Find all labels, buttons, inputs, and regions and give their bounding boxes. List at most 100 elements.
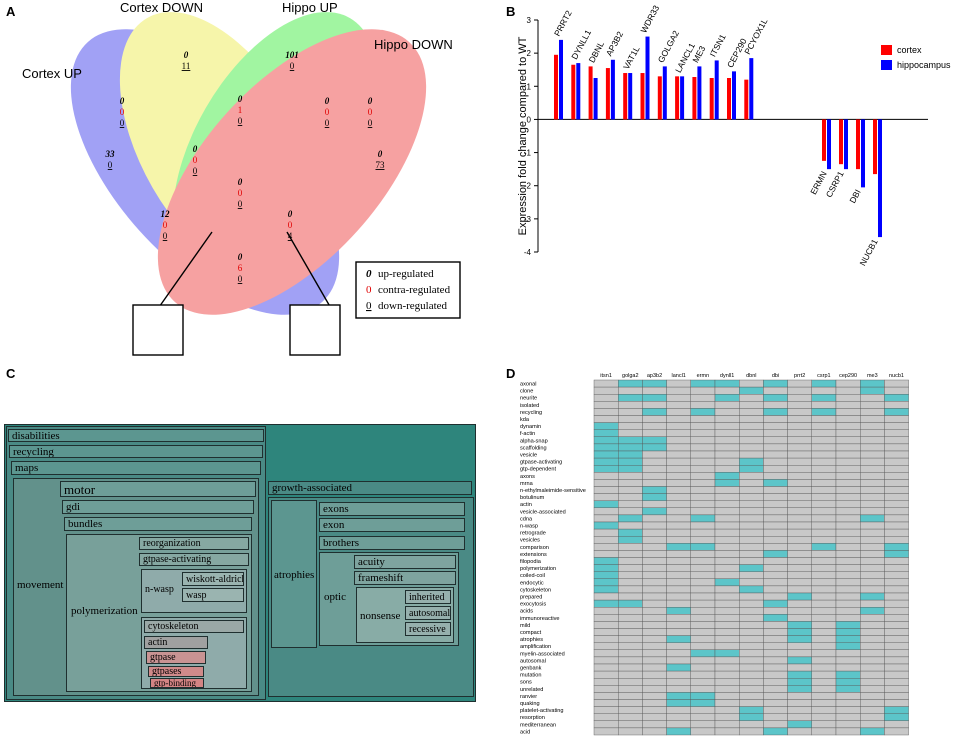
y-tick-label: -4 — [524, 248, 532, 257]
heatmap-cell — [787, 386, 813, 395]
heatmap-cell — [763, 557, 788, 565]
heatmap-cell — [860, 500, 885, 508]
heatmap-cell — [787, 727, 813, 736]
heatmap-cell — [617, 564, 643, 572]
heatmap-cell — [714, 599, 740, 608]
heatmap-cell — [763, 599, 788, 608]
tm-gtpase: gtpase — [146, 651, 206, 664]
heatmap-cell — [690, 692, 716, 700]
heatmap-cell — [811, 535, 837, 544]
heatmap-cell — [666, 535, 692, 544]
venn-cup-cdown-down: 0 — [193, 166, 198, 176]
treemap: disabilities recycling maps movement mot… — [4, 424, 476, 702]
heatmap-cell — [738, 571, 764, 579]
heatmap-cell — [763, 543, 788, 551]
heatmap-cell — [714, 514, 740, 523]
heatmap-cell — [860, 685, 885, 693]
heatmap-cell — [763, 635, 788, 643]
heatmap-cell — [738, 699, 764, 707]
heatmap-cell — [738, 500, 764, 508]
bar-hippocampus-ap3b2 — [610, 59, 615, 120]
heatmap-cell — [738, 479, 764, 487]
heatmap-cell — [642, 500, 667, 508]
heatmap-cell — [690, 550, 716, 558]
heatmap-cell — [738, 408, 764, 416]
heatmap-cell — [884, 599, 909, 608]
heatmap-cell — [835, 614, 861, 622]
heatmap-cell — [617, 720, 643, 729]
heatmap-cell — [714, 386, 740, 395]
heatmap-cell — [763, 571, 788, 579]
heatmap-cell — [811, 578, 837, 587]
heatmap-cell — [860, 429, 885, 438]
heatmap-cell — [884, 635, 909, 643]
heatmap-row-label: myelin-associated — [520, 651, 565, 657]
heatmap-cell — [666, 642, 692, 651]
heatmap-cell — [763, 422, 788, 430]
heatmap-cell — [835, 606, 861, 615]
heatmap-cell — [617, 621, 643, 629]
heatmap-cell — [714, 479, 740, 487]
heatmap-cell — [787, 401, 813, 409]
heatmap-cell — [593, 543, 619, 551]
heatmap-row-label: axons — [520, 474, 535, 480]
heatmap-cell — [763, 535, 788, 544]
heatmap-cell — [617, 642, 643, 651]
heatmap-cell — [884, 692, 909, 700]
heatmap-cell — [642, 450, 667, 459]
heatmap-cell — [666, 635, 692, 643]
heatmap-cell — [811, 663, 837, 672]
heatmap-cell — [690, 535, 716, 544]
heatmap-cell — [690, 493, 716, 501]
heatmap-cell — [811, 585, 837, 594]
heatmap-cell — [593, 713, 619, 722]
heatmap-row-label: gtp-dependent — [520, 467, 557, 473]
heatmap-cell — [666, 606, 692, 615]
heatmap-cell — [690, 521, 716, 530]
heatmap-cell — [690, 401, 716, 409]
heatmap-cell — [617, 663, 643, 672]
heatmap-cell — [787, 500, 813, 508]
heatmap-cell — [593, 486, 619, 494]
heatmap-cell — [738, 486, 764, 494]
heatmap-cell — [617, 706, 643, 714]
heatmap-cell — [738, 514, 764, 523]
heatmap-cell — [811, 628, 837, 636]
heatmap-cell — [860, 571, 885, 579]
heatmap-cell — [738, 528, 764, 537]
heatmap-row-label: isolated — [520, 403, 539, 409]
venn-hup-hdown-down: 0 — [368, 118, 373, 128]
heatmap-cell — [787, 571, 813, 579]
heatmap-cell — [860, 670, 885, 679]
heatmap-cell — [763, 706, 788, 714]
heatmap-cell — [884, 528, 909, 537]
heatmap-cell — [666, 394, 692, 402]
heatmap-cell — [617, 699, 643, 707]
tm-gtpase-activating: gtpase-activating — [139, 553, 249, 566]
heatmap-cell — [763, 678, 788, 686]
heatmap-row-label: recycling — [520, 410, 542, 416]
heatmap-cell — [666, 500, 692, 508]
heatmap-cell — [642, 479, 667, 487]
heatmap-cell — [860, 408, 885, 416]
heatmap-cell — [690, 727, 716, 736]
heatmap-cell — [811, 550, 837, 558]
heatmap-col-golga2: golga2 — [622, 373, 639, 379]
heatmap-cell — [811, 635, 837, 643]
heatmap-cell — [690, 635, 716, 643]
heatmap-cell — [617, 635, 643, 643]
heatmap-cell — [763, 727, 788, 736]
heatmap-cell — [714, 649, 740, 658]
heatmap-cell — [617, 464, 643, 473]
tm-recycling: recycling — [9, 445, 263, 458]
heatmap-cell — [642, 642, 667, 651]
heatmap-cell — [714, 706, 740, 714]
heatmap-cell — [884, 479, 909, 487]
heatmap-cell — [642, 578, 667, 587]
heatmap-cell — [860, 564, 885, 572]
heatmap-cell — [714, 727, 740, 736]
bar-label-ap3b2: AP3B2 — [604, 29, 625, 57]
heatmap-cell — [642, 507, 667, 516]
heatmap-row-label: mutation — [520, 673, 541, 679]
heatmap-cell — [884, 649, 909, 658]
